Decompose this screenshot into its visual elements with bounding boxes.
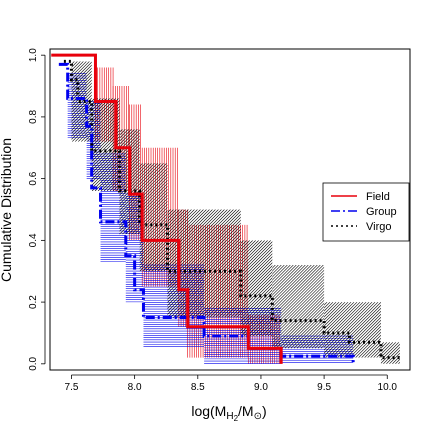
virgo-band-hatch [139, 163, 168, 272]
series-lines [51, 53, 400, 364]
y-axis-title: Cumulative Distribution [0, 138, 14, 282]
y-tick-label: 0.2 [28, 295, 39, 309]
legend-box [322, 182, 410, 242]
legend-label: Virgo [366, 221, 391, 233]
x-tick-label: 7.5 [65, 382, 79, 393]
x-tick-label: 9.5 [317, 382, 331, 393]
virgo-band-segment [380, 342, 400, 364]
y-tick-label: 0.8 [28, 110, 39, 124]
virgo-band-hatch [167, 209, 241, 318]
virgo-band [71, 61, 400, 364]
x-axis: 7.5 8.0 8.5 9.0 9.5 10.0 [65, 374, 398, 393]
virgo-band-segment [139, 163, 168, 272]
y-tick-label: 0.6 [28, 171, 39, 185]
x-axis-title: log(MH2/M⊙) [191, 403, 266, 423]
y-tick-label: 0.0 [28, 356, 39, 370]
virgo-band-hatch [324, 302, 381, 358]
legend-entry-field: Field [331, 191, 390, 203]
plot-frame [49, 48, 411, 371]
group-band-segment [100, 153, 126, 263]
y-tick-label: 0.4 [28, 233, 39, 247]
field-line [51, 53, 283, 364]
virgo-band-hatch [272, 265, 325, 349]
legend: Field Group Virgo [322, 182, 410, 242]
legend-label: Group [366, 206, 397, 218]
x-tick-label: 10.0 [378, 382, 398, 393]
legend-entry-virgo: Virgo [331, 221, 391, 233]
y-axis: 0.0 0.2 0.4 0.6 0.8 1.0 [28, 48, 46, 371]
virgo-band-hatch [91, 98, 120, 191]
virgo-band-hatch [380, 342, 400, 364]
virgo-band-segment [91, 98, 120, 191]
legend-entry-group: Group [331, 206, 397, 218]
legend-label: Field [366, 191, 390, 203]
virgo-band-hatch [119, 129, 140, 235]
x-tick-label: 8.5 [191, 382, 205, 393]
virgo-band-segment [167, 209, 241, 318]
virgo-band-hatch [240, 240, 273, 337]
virgo-band-segment [272, 265, 325, 349]
x-tick-label: 8.0 [128, 382, 142, 393]
y-tick-label: 1.0 [28, 48, 39, 62]
virgo-band-segment [119, 129, 140, 235]
virgo-band-segment [324, 302, 381, 358]
group-band-hatch [100, 153, 126, 263]
x-tick-label: 9.0 [254, 382, 268, 393]
virgo-band-segment [240, 240, 273, 337]
